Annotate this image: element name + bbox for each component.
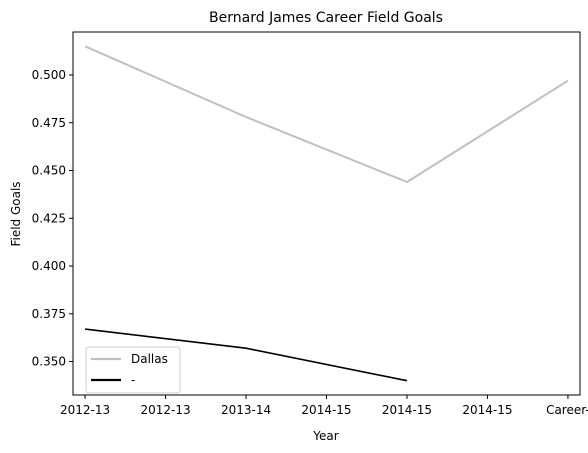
x-tick-label: 2012-13	[60, 403, 110, 417]
chart-title: Bernard James Career Field Goals	[209, 10, 443, 26]
x-axis: 2012-13 2012-13 2013-14 2014-15 2014-15 2014-…	[60, 395, 588, 417]
y-tick-label: 0.375	[32, 307, 66, 321]
legend-label: Dallas	[131, 352, 168, 366]
series-line-dash	[85, 328, 408, 382]
y-axis-label: Field Goals	[9, 181, 23, 246]
x-tick-label: 2013-14	[221, 403, 271, 417]
x-tick-label: 2014-15	[462, 403, 512, 417]
y-tick-label: 0.350	[32, 355, 66, 369]
plot-area	[72, 31, 581, 396]
series-layer	[84, 45, 569, 382]
y-tick-label: 0.425	[32, 211, 66, 225]
x-tick-label: 2014-15	[382, 403, 432, 417]
x-tick-label: 2014-15	[301, 403, 351, 417]
y-axis: 0.350 0.375 0.400 0.425 0.450 0.475 0.500	[32, 68, 73, 369]
y-tick-label: 0.400	[32, 259, 66, 273]
series-line-dallas	[84, 45, 569, 183]
legend-label: -	[131, 373, 135, 387]
x-tick-label: 2012-13	[140, 403, 190, 417]
x-tick-label: Career-	[546, 403, 588, 417]
y-tick-label: 0.500	[32, 68, 66, 82]
x-axis-label: Year	[312, 429, 338, 443]
y-tick-label: 0.475	[32, 116, 66, 130]
y-tick-label: 0.450	[32, 164, 66, 178]
legend: Dallas -	[85, 346, 181, 394]
